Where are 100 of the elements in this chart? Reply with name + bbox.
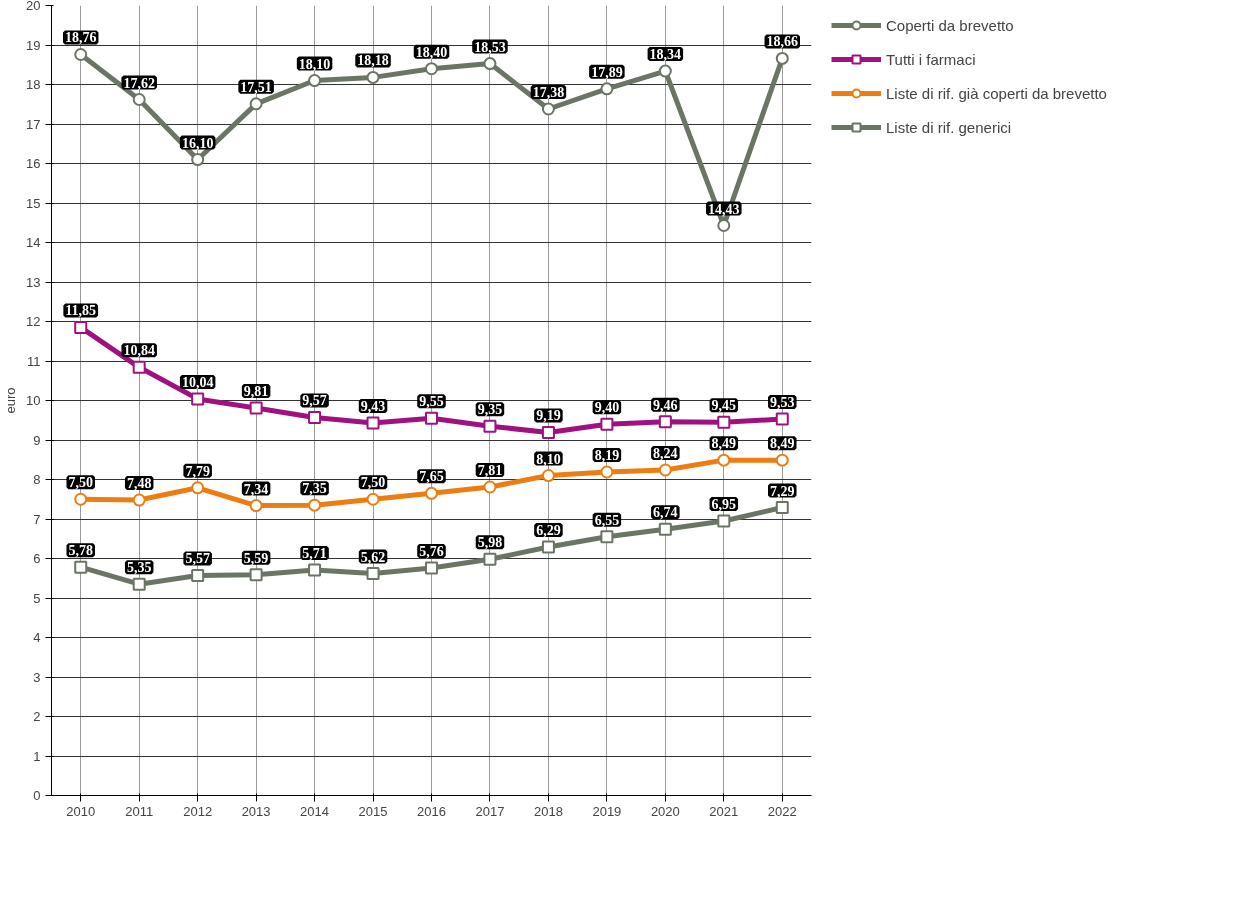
- data-label: 9,57: [302, 393, 327, 409]
- point: [249, 568, 263, 582]
- point: [600, 82, 614, 96]
- point: [132, 493, 146, 507]
- y-tick-label: 10: [26, 393, 41, 408]
- data-label: 9,81: [243, 384, 269, 400]
- x-tick-label: 2013: [241, 803, 271, 819]
- data-label: 5,57: [185, 551, 210, 567]
- point: [425, 486, 438, 500]
- data-label: 11,85: [65, 303, 97, 319]
- x-tick-label: 2015: [358, 803, 388, 819]
- point: [717, 514, 731, 528]
- data-label: 18,76: [64, 30, 97, 46]
- data-label: 9,45: [711, 398, 737, 414]
- point: [366, 70, 380, 84]
- data-label: 5,78: [68, 543, 93, 559]
- y-tick-label: 8: [33, 472, 41, 487]
- data-label: 7,48: [126, 476, 152, 492]
- data-label: 9,43: [360, 399, 386, 415]
- data-label: 8,10: [536, 451, 561, 467]
- data-label: 6,55: [594, 512, 620, 528]
- point: [74, 47, 88, 61]
- point: [366, 416, 380, 430]
- point: [132, 360, 146, 374]
- y-tick-label: 7: [33, 511, 41, 527]
- data-label: 7,34: [243, 481, 269, 497]
- x-tick-label: 2010: [66, 803, 96, 819]
- data-label: 17,62: [123, 75, 155, 91]
- data-label: 6,74: [653, 505, 678, 521]
- point: [425, 411, 438, 425]
- point: [541, 469, 555, 483]
- data-label: 18,40: [415, 44, 448, 60]
- y-tick-label: 5: [33, 590, 41, 606]
- point: [717, 219, 731, 232]
- data-label: 5,76: [419, 543, 444, 559]
- point: [775, 453, 789, 467]
- y-tick-label: 11: [27, 353, 41, 369]
- point: [74, 492, 88, 506]
- point: [775, 51, 789, 65]
- data-label: 7,81: [477, 463, 503, 479]
- x-tick-label: 2018: [533, 803, 563, 819]
- y-axis-title: euro: [3, 387, 19, 414]
- legend-label: Tutti i farmaci: [886, 50, 976, 68]
- data-label: 10,04: [181, 374, 214, 390]
- data-label: 18,18: [357, 53, 389, 69]
- point: [74, 320, 88, 334]
- point: [717, 415, 731, 429]
- point: [74, 560, 88, 574]
- point: [658, 415, 672, 429]
- data-label: 7,79: [185, 463, 210, 479]
- data-label: 9,19: [536, 408, 561, 424]
- y-tick-label: 19: [26, 37, 41, 53]
- y-tick-label: 4: [33, 630, 41, 645]
- x-tick-label: 2016: [417, 803, 446, 819]
- point: [600, 417, 614, 431]
- data-label: 5,62: [360, 549, 386, 565]
- point: [191, 568, 205, 582]
- data-label: 5,71: [302, 545, 327, 561]
- point: [541, 540, 555, 554]
- point: [249, 499, 263, 513]
- data-label: 18,66: [766, 34, 799, 50]
- data-label: 16,10: [181, 135, 214, 151]
- data-label: 5,35: [126, 560, 152, 576]
- data-label: 9,35: [477, 402, 503, 418]
- x-tick-label: 2022: [767, 803, 797, 819]
- data-label: 5,98: [477, 535, 503, 551]
- point: [308, 498, 322, 512]
- data-label: 9,55: [419, 394, 444, 410]
- data-label: 10,84: [123, 343, 155, 359]
- data-label: 8,49: [711, 436, 737, 452]
- point: [483, 57, 497, 71]
- y-tick-label: 12: [26, 314, 41, 329]
- data-label: 6,95: [711, 496, 737, 512]
- point: [600, 465, 614, 479]
- point: [775, 501, 789, 515]
- point: [541, 425, 555, 439]
- y-tick-label: 2: [33, 709, 41, 724]
- data-label: 7,50: [360, 475, 386, 491]
- data-label: 18,53: [474, 39, 506, 55]
- data-label: 7,65: [419, 469, 444, 485]
- point: [308, 74, 322, 88]
- data-label: 18,34: [649, 47, 682, 63]
- data-label: 8,19: [594, 447, 620, 463]
- y-tick-label: 16: [26, 156, 41, 171]
- data-label: 8,49: [770, 436, 795, 452]
- y-tick-label: 13: [26, 274, 41, 290]
- point: [191, 481, 205, 495]
- x-tick-label: 2012: [183, 803, 213, 819]
- data-label: 7,35: [302, 481, 327, 497]
- data-label: 17,38: [532, 84, 565, 100]
- data-label: 9,46: [653, 397, 678, 413]
- data-label: 5,59: [243, 550, 269, 566]
- data-label: 17,89: [591, 64, 623, 80]
- point: [658, 64, 672, 78]
- point: [191, 392, 205, 406]
- point: [308, 410, 322, 424]
- x-tick-label: 2017: [475, 803, 505, 819]
- x-tick-label: 2019: [592, 803, 622, 819]
- y-tick-label: 17: [26, 116, 41, 132]
- point: [308, 563, 322, 577]
